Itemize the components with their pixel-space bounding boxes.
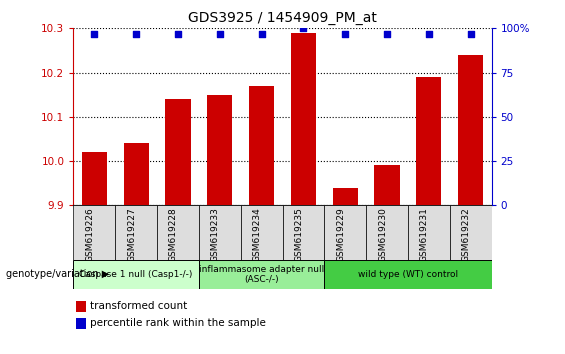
Text: GSM619226: GSM619226: [85, 207, 94, 262]
Point: [257, 31, 266, 36]
Text: wild type (WT) control: wild type (WT) control: [358, 270, 458, 279]
Text: GSM619232: GSM619232: [462, 207, 471, 262]
Text: Caspase 1 null (Casp1-/-): Caspase 1 null (Casp1-/-): [80, 270, 193, 279]
Point: [299, 25, 308, 31]
Text: inflammasome adapter null
(ASC-/-): inflammasome adapter null (ASC-/-): [199, 265, 324, 284]
Point: [424, 31, 433, 36]
Bar: [366, 205, 408, 260]
Text: genotype/variation ▶: genotype/variation ▶: [6, 269, 109, 279]
Bar: [157, 205, 199, 260]
Point: [383, 31, 392, 36]
Bar: [333, 188, 358, 205]
Title: GDS3925 / 1454909_PM_at: GDS3925 / 1454909_PM_at: [188, 11, 377, 24]
Bar: [291, 33, 316, 205]
Bar: [166, 99, 190, 205]
Text: GSM619227: GSM619227: [127, 207, 136, 262]
Text: GSM619228: GSM619228: [169, 207, 178, 262]
Point: [90, 31, 99, 36]
Text: transformed count: transformed count: [90, 301, 188, 311]
Bar: [124, 143, 149, 205]
Point: [341, 31, 350, 36]
Bar: [324, 205, 366, 260]
Bar: [324, 260, 492, 289]
Bar: [458, 55, 483, 205]
Bar: [241, 205, 282, 260]
Text: GSM619234: GSM619234: [253, 207, 262, 262]
Bar: [115, 205, 157, 260]
Bar: [73, 205, 115, 260]
Bar: [199, 260, 324, 289]
Text: GSM619235: GSM619235: [294, 207, 303, 262]
Text: GSM619231: GSM619231: [420, 207, 429, 262]
Text: percentile rank within the sample: percentile rank within the sample: [90, 318, 266, 328]
Point: [173, 31, 182, 36]
Bar: [416, 77, 441, 205]
Bar: [450, 205, 492, 260]
Point: [466, 31, 475, 36]
Text: GSM619229: GSM619229: [336, 207, 345, 262]
Bar: [76, 318, 86, 329]
Bar: [76, 301, 86, 312]
Bar: [82, 152, 107, 205]
Text: GSM619230: GSM619230: [378, 207, 387, 262]
Bar: [199, 205, 241, 260]
Bar: [207, 95, 232, 205]
Bar: [408, 205, 450, 260]
Point: [132, 31, 141, 36]
Text: GSM619233: GSM619233: [211, 207, 220, 262]
Bar: [73, 260, 199, 289]
Point: [215, 31, 224, 36]
Bar: [282, 205, 324, 260]
Bar: [249, 86, 274, 205]
Bar: [375, 165, 399, 205]
